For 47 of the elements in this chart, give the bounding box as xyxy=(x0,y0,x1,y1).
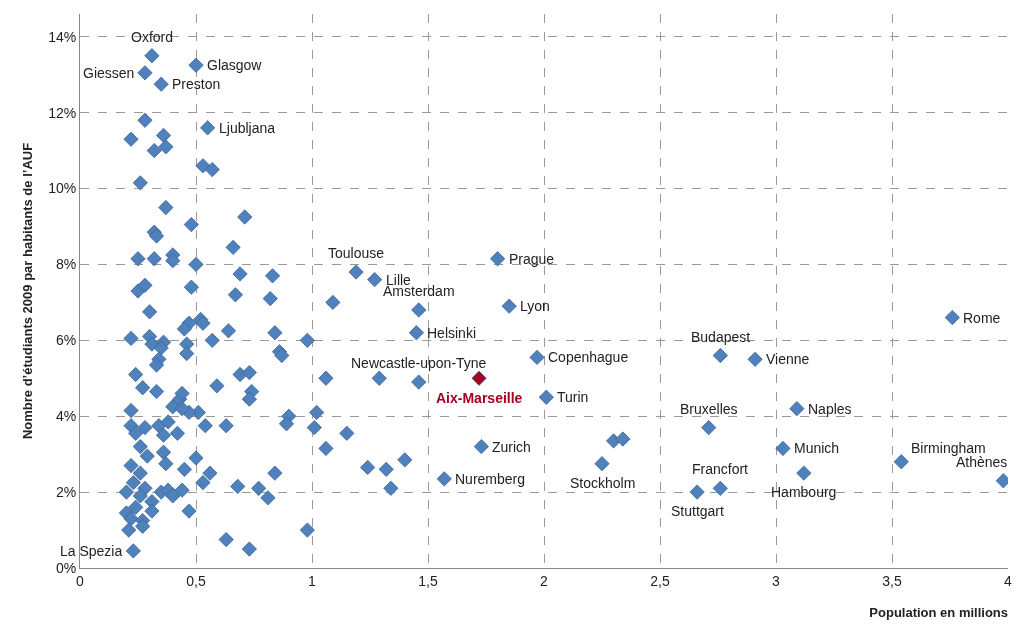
y-tick-label: 2% xyxy=(55,484,77,501)
x-tick-label: 2 xyxy=(540,572,549,589)
x-tick-label: 1,5 xyxy=(418,572,438,589)
annotation: Helsinki xyxy=(427,325,477,341)
annotation: Bruxelles xyxy=(680,401,738,417)
x-tick-label: 0 xyxy=(76,572,85,589)
annotation: Lyon xyxy=(520,298,550,314)
annotation: Budapest xyxy=(691,329,751,345)
annotation: La Spezia xyxy=(60,543,123,559)
annotation: Toulouse xyxy=(328,245,385,261)
y-tick-label: 4% xyxy=(55,408,77,425)
x-tick-label: 1 xyxy=(308,572,317,589)
annotation: Hambourg xyxy=(771,484,837,500)
annotation: Munich xyxy=(794,440,840,456)
y-tick-label: 14% xyxy=(48,28,77,45)
annotation: Nuremberg xyxy=(455,471,526,487)
annotation: Glasgow xyxy=(207,57,263,73)
y-axis-title: Nombre d’étudiants 2009 par habitants de l’AUF xyxy=(20,142,36,440)
annotation: Athènes xyxy=(956,454,1008,470)
y-tick-label: 8% xyxy=(55,256,77,273)
y-tick-label: 10% xyxy=(48,180,77,197)
annotation: Stockholm xyxy=(570,475,636,491)
x-tick-label: 3,5 xyxy=(882,572,902,589)
x-tick-label: 0,5 xyxy=(186,572,206,589)
x-tick-label: 3 xyxy=(772,572,781,589)
x-axis-title: Population en millions xyxy=(869,605,1008,620)
x-tick-label: 4 xyxy=(1004,572,1013,589)
annotation: Vienne xyxy=(766,351,810,367)
annotation: Francfort xyxy=(692,461,749,477)
annotation: Birmingham xyxy=(911,440,986,456)
y-tick-label: 6% xyxy=(55,332,77,349)
annotation: Preston xyxy=(172,76,221,92)
annotation: Turin xyxy=(557,389,589,405)
annotation: Copenhague xyxy=(548,349,629,365)
annotation: Rome xyxy=(963,310,1001,326)
series-label: Aix-Marseille xyxy=(436,390,523,406)
y-tick-label: 12% xyxy=(48,104,77,121)
annotation: Oxford xyxy=(131,29,174,45)
annotation: Giessen xyxy=(83,65,135,81)
annotation: Ljubljana xyxy=(219,120,276,136)
x-tick-label: 2,5 xyxy=(650,572,670,589)
annotation: Naples xyxy=(808,401,852,417)
annotation: Stuttgart xyxy=(671,503,725,519)
annotation: Zurich xyxy=(492,439,531,455)
y-tick-label: 0% xyxy=(55,559,77,576)
annotation: Newcastle-upon-Tyne xyxy=(351,355,487,371)
annotation: Prague xyxy=(509,251,555,267)
